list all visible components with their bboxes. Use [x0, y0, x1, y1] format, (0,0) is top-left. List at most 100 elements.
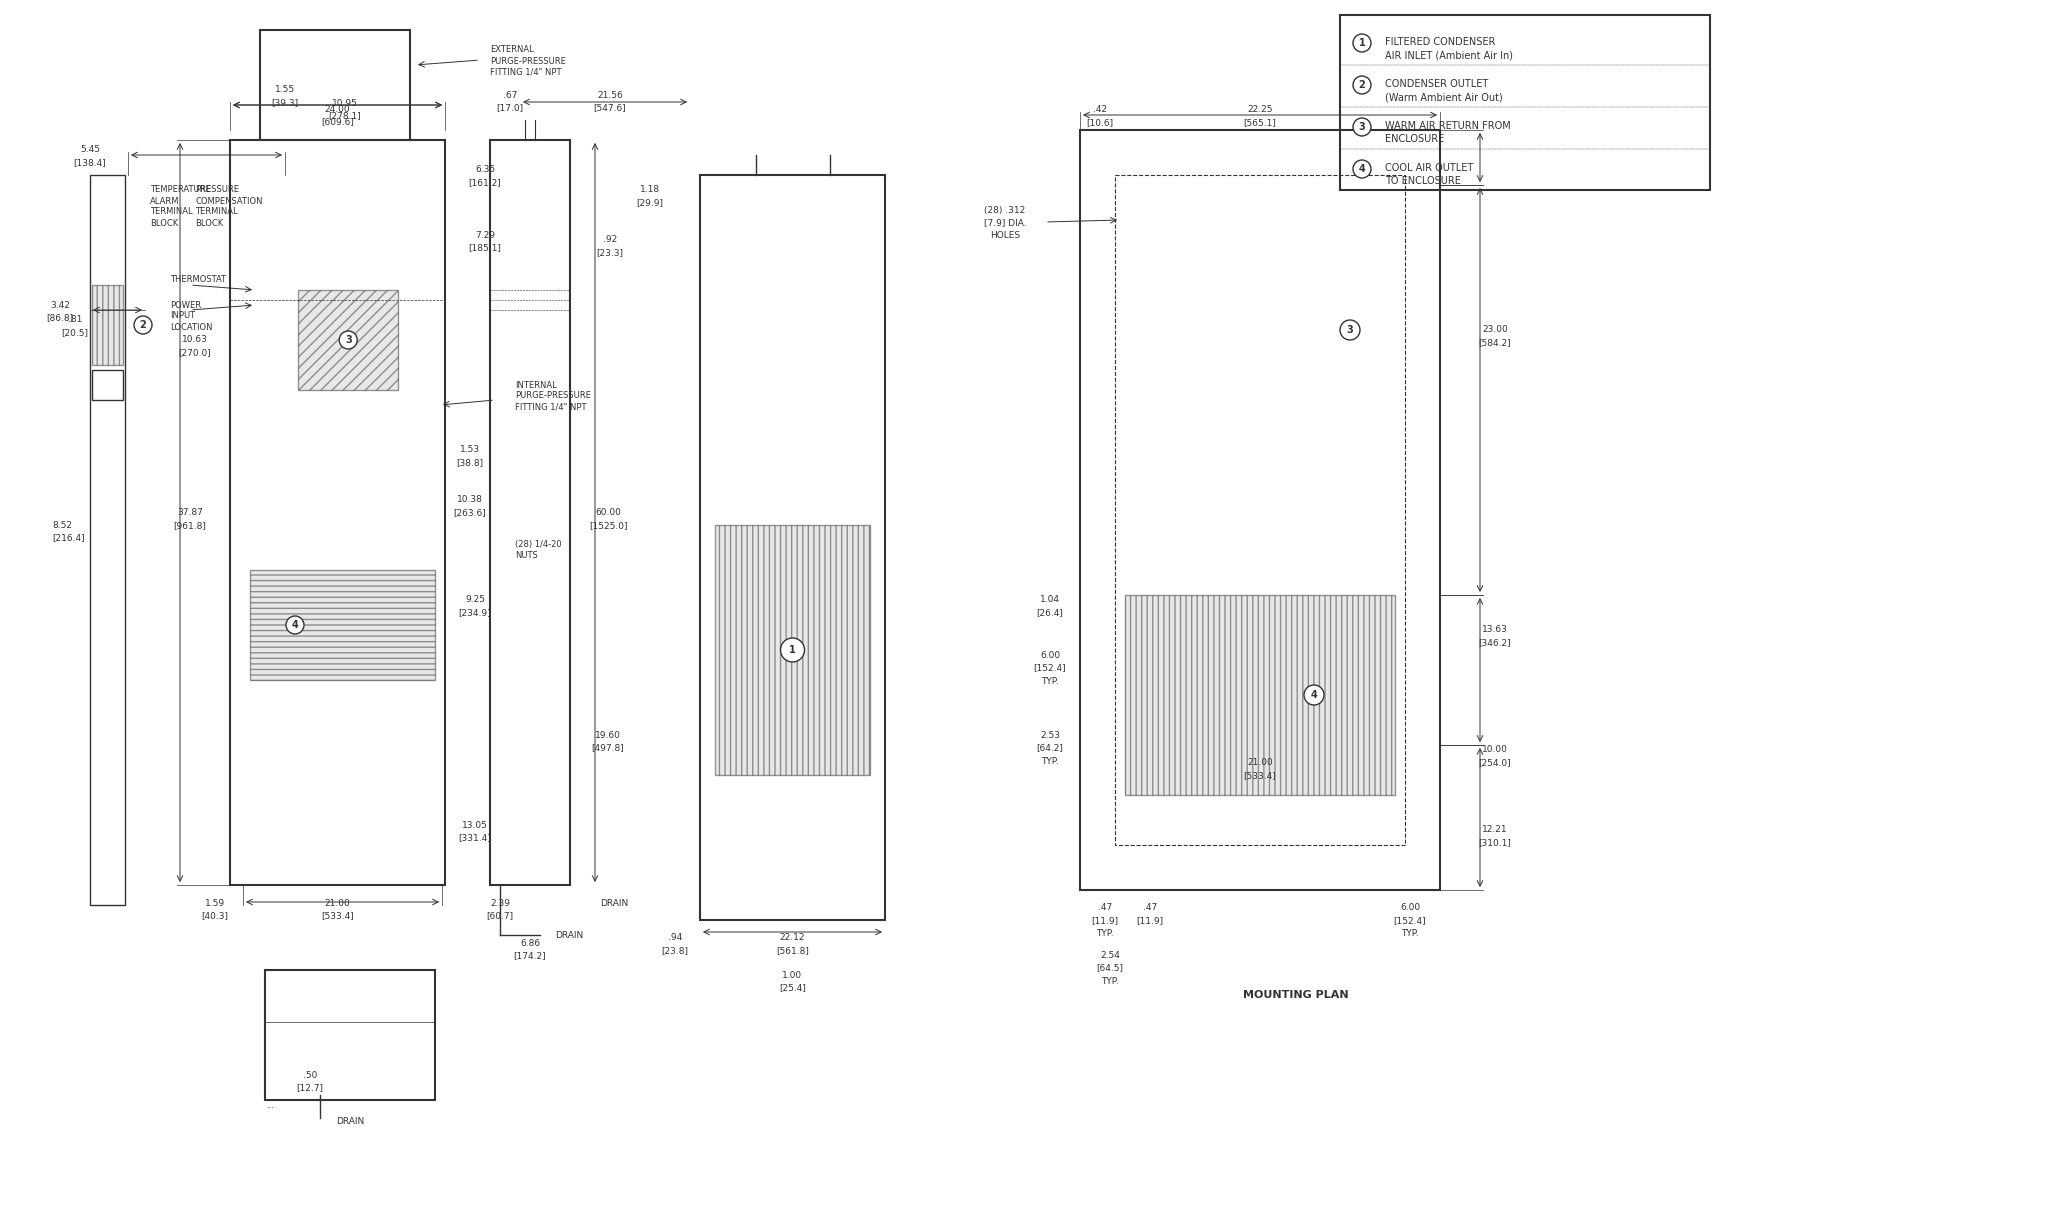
Text: [278.1]: [278.1]: [328, 111, 360, 121]
Bar: [90, 175, 125, 906]
Bar: [1114, 175, 1405, 844]
Text: 10.63: 10.63: [182, 336, 209, 345]
Text: [161.2]: [161.2]: [469, 178, 502, 187]
Bar: [489, 141, 569, 885]
Bar: [1079, 130, 1440, 890]
Text: [11.9]: [11.9]: [1092, 916, 1118, 925]
Bar: [92, 370, 123, 400]
Text: 2.53: 2.53: [1040, 731, 1061, 739]
Bar: [260, 31, 410, 141]
Text: 2: 2: [139, 320, 145, 330]
Text: 8.52: 8.52: [51, 521, 72, 529]
Text: [533.4]: [533.4]: [1243, 771, 1276, 780]
Text: INTERNAL: INTERNAL: [514, 380, 557, 390]
Text: 1.55: 1.55: [274, 86, 295, 94]
Text: [39.3]: [39.3]: [272, 99, 299, 108]
Circle shape: [133, 316, 152, 334]
Text: [584.2]: [584.2]: [1479, 338, 1511, 347]
Text: 13.63: 13.63: [1483, 626, 1507, 634]
Text: TYP.: TYP.: [1096, 930, 1114, 938]
Circle shape: [1354, 160, 1370, 178]
Text: TYP.: TYP.: [1040, 756, 1059, 765]
Text: [152.4]: [152.4]: [1395, 916, 1425, 925]
Text: [331.4]: [331.4]: [459, 833, 492, 842]
Text: [138.4]: [138.4]: [74, 159, 106, 167]
Text: [254.0]: [254.0]: [1479, 759, 1511, 767]
Text: BLOCK: BLOCK: [195, 219, 223, 227]
Text: 37.87: 37.87: [176, 508, 203, 517]
Text: .94: .94: [668, 934, 682, 942]
Text: [216.4]: [216.4]: [51, 534, 84, 543]
Text: .92: .92: [602, 236, 616, 244]
Bar: [715, 525, 870, 775]
Text: POWER: POWER: [170, 301, 201, 309]
Text: [20.5]: [20.5]: [61, 329, 88, 337]
Text: 60.00: 60.00: [596, 508, 621, 517]
Text: [547.6]: [547.6]: [594, 104, 627, 112]
Text: 1.04: 1.04: [1040, 595, 1061, 605]
Text: .42: .42: [1094, 105, 1108, 115]
Text: 4: 4: [1358, 164, 1366, 174]
Text: [609.6]: [609.6]: [322, 117, 354, 127]
Text: 3: 3: [1348, 325, 1354, 335]
Text: DRAIN: DRAIN: [555, 930, 584, 940]
Bar: [1124, 595, 1395, 796]
Text: PRESSURE: PRESSURE: [195, 186, 240, 194]
Circle shape: [1354, 119, 1370, 136]
Text: 1.00: 1.00: [782, 970, 803, 980]
Circle shape: [780, 638, 805, 662]
Text: 3: 3: [344, 335, 352, 345]
Text: FITTING 1/4" NPT: FITTING 1/4" NPT: [489, 67, 561, 77]
Text: [533.4]: [533.4]: [322, 912, 354, 920]
Text: 2.39: 2.39: [489, 898, 510, 908]
Circle shape: [1354, 34, 1370, 53]
Text: TYP.: TYP.: [1401, 930, 1419, 938]
Text: 1.59: 1.59: [205, 898, 225, 908]
Text: TYP.: TYP.: [1102, 976, 1118, 985]
Text: 6.86: 6.86: [520, 938, 541, 947]
Text: DRAIN: DRAIN: [600, 898, 629, 908]
Text: .67: .67: [504, 90, 518, 99]
Text: [234.9]: [234.9]: [459, 609, 492, 617]
Text: (28) .312: (28) .312: [985, 205, 1026, 215]
Text: TERMINAL: TERMINAL: [150, 208, 193, 216]
Text: [270.0]: [270.0]: [178, 348, 211, 358]
Text: 12.21: 12.21: [1483, 826, 1507, 835]
Text: [17.0]: [17.0]: [496, 104, 524, 112]
Circle shape: [1305, 686, 1323, 705]
Text: 4: 4: [291, 620, 299, 631]
Text: .81: .81: [68, 315, 82, 325]
Bar: [1339, 15, 1710, 189]
Text: EXTERNAL: EXTERNAL: [489, 45, 535, 55]
Text: 10.38: 10.38: [457, 495, 483, 505]
Text: PURGE-PRESSURE: PURGE-PRESSURE: [489, 56, 565, 66]
Text: INPUT: INPUT: [170, 312, 195, 320]
Text: 10.00: 10.00: [1483, 745, 1507, 754]
Text: [26.4]: [26.4]: [1036, 609, 1063, 617]
Text: 9.25: 9.25: [465, 595, 485, 605]
Text: [64.2]: [64.2]: [1036, 743, 1063, 753]
Text: PURGE-PRESSURE: PURGE-PRESSURE: [514, 391, 592, 401]
Text: 6.00: 6.00: [1401, 903, 1419, 913]
Bar: [700, 175, 885, 920]
Text: FITTING 1/4" NPT: FITTING 1/4" NPT: [514, 402, 586, 412]
Text: [23.8]: [23.8]: [662, 947, 688, 956]
Text: COOL AIR OUTLET: COOL AIR OUTLET: [1384, 163, 1473, 174]
Text: CONDENSER OUTLET: CONDENSER OUTLET: [1384, 79, 1489, 89]
Text: (28) 1/4-20: (28) 1/4-20: [514, 540, 561, 550]
Text: ALARM: ALARM: [150, 197, 180, 205]
Text: [10.6]: [10.6]: [1085, 119, 1114, 127]
Text: 1: 1: [788, 645, 797, 655]
Text: 2.54: 2.54: [1100, 951, 1120, 959]
Text: WARM AIR RETURN FROM: WARM AIR RETURN FROM: [1384, 121, 1511, 131]
Text: ...: ...: [266, 1101, 274, 1110]
Bar: [264, 970, 434, 1100]
Circle shape: [340, 331, 356, 349]
Text: [60.7]: [60.7]: [487, 912, 514, 920]
Text: ENCLOSURE: ENCLOSURE: [1384, 134, 1444, 144]
Text: 22.25: 22.25: [1247, 105, 1272, 115]
Text: 1.53: 1.53: [461, 446, 479, 455]
Text: TEMPERATURE: TEMPERATURE: [150, 186, 211, 194]
Text: TERMINAL: TERMINAL: [195, 208, 238, 216]
Text: FILTERED CONDENSER: FILTERED CONDENSER: [1384, 37, 1495, 46]
